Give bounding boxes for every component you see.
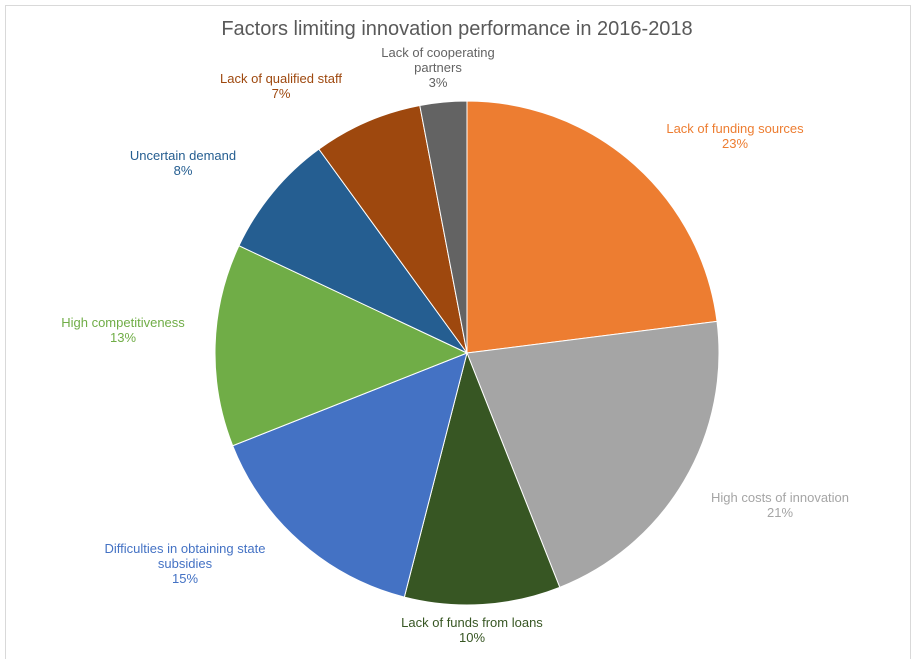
value-label: 13% xyxy=(109,330,137,345)
value-label: 10% xyxy=(458,630,486,645)
data-label: Lack of cooperating partners 3% xyxy=(366,45,511,90)
pie-slice xyxy=(318,104,468,354)
value-label: 3% xyxy=(428,75,448,90)
value-label: 23% xyxy=(721,136,749,151)
category-label: Uncertain demand xyxy=(129,148,237,163)
data-label: Lack of funds from loans 10% xyxy=(372,615,572,645)
value-label: 7% xyxy=(271,86,291,101)
category-label: Difficulties in obtaining state subsidie… xyxy=(104,541,266,571)
data-label: Lack of qualified staff 7% xyxy=(191,71,371,101)
pie-slice xyxy=(466,100,718,354)
category-label: High costs of innovation xyxy=(710,490,850,505)
value-label: 21% xyxy=(766,505,794,520)
category-label: Lack of cooperating partners xyxy=(381,45,495,75)
data-label: Lack of funding sources 23% xyxy=(635,121,835,151)
value-label: 15% xyxy=(171,571,199,586)
category-label: Lack of qualified staff xyxy=(220,71,342,86)
value-label: 8% xyxy=(173,163,193,178)
pie-slice xyxy=(214,245,469,447)
chart-frame xyxy=(5,5,911,659)
chart-title: Factors limiting innovation performance … xyxy=(221,18,693,40)
data-label: Uncertain demand 8% xyxy=(103,148,263,178)
data-label: Difficulties in obtaining state subsidie… xyxy=(98,541,273,586)
category-label: Lack of funding sources xyxy=(666,121,804,136)
pie-slice xyxy=(232,352,468,598)
data-label: High competitiveness 13% xyxy=(23,315,223,345)
pie-slice xyxy=(419,100,468,354)
category-label: Lack of funds from loans xyxy=(401,615,543,630)
pie-slice xyxy=(403,351,561,606)
data-label: High costs of innovation 21% xyxy=(680,490,880,520)
pie-slice xyxy=(238,148,468,354)
category-label: High competitiveness xyxy=(61,315,185,330)
pie-slice xyxy=(466,320,720,588)
